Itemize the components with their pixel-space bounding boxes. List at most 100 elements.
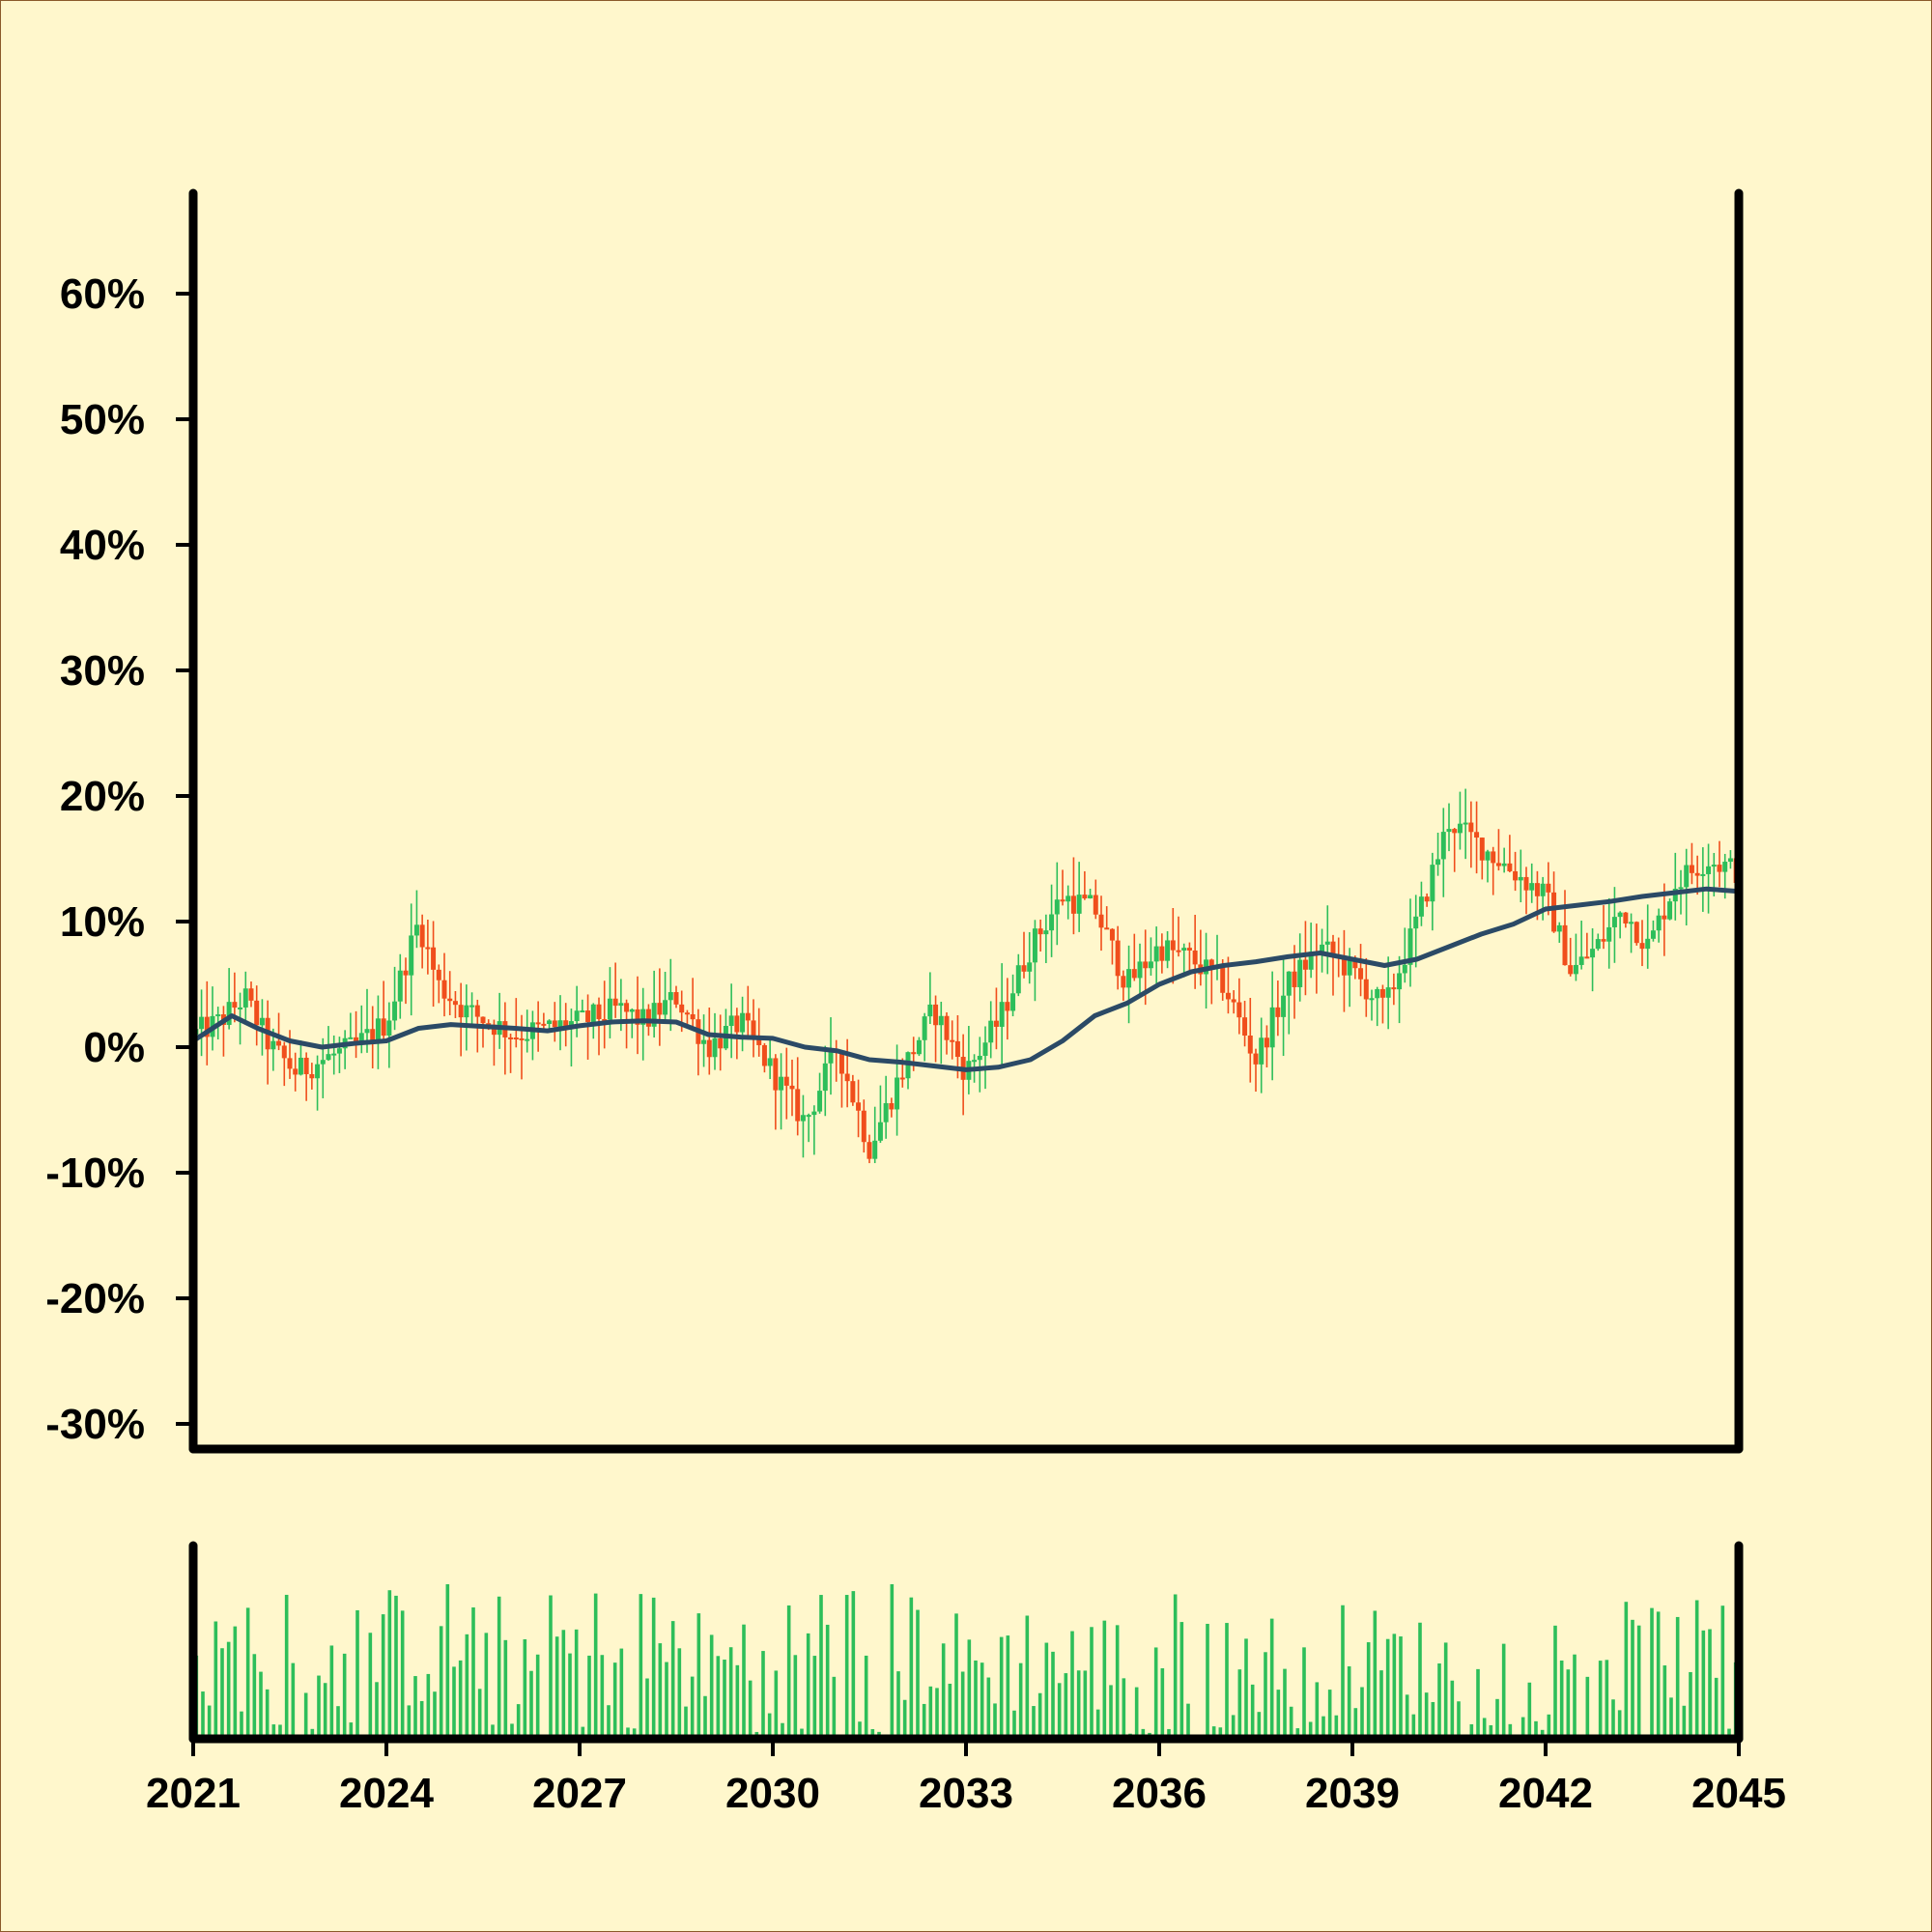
volume-bar — [323, 1683, 327, 1739]
candle-body — [1375, 988, 1380, 999]
candle-body — [673, 992, 679, 1005]
volume-bar — [703, 1695, 707, 1739]
candle-body — [607, 998, 612, 1020]
candle-body — [1534, 883, 1540, 896]
volume-bar — [1624, 1602, 1629, 1739]
volume-bar — [1701, 1630, 1706, 1739]
candle-body — [933, 1004, 939, 1026]
volume-bar — [1237, 1669, 1242, 1739]
candle-body — [767, 1058, 773, 1066]
volume-bar — [1559, 1660, 1564, 1739]
volume-bar — [1682, 1705, 1687, 1739]
volume-bar — [303, 1692, 308, 1739]
volume-bar — [941, 1643, 946, 1739]
candle-body — [580, 1010, 585, 1013]
candle-body — [431, 947, 437, 970]
candle-body — [761, 1044, 767, 1066]
volume-bar — [394, 1595, 398, 1739]
candle-body — [1391, 987, 1397, 990]
volume-bar — [1141, 1728, 1146, 1739]
candle-body — [828, 1048, 834, 1064]
volume-bar — [1095, 1709, 1100, 1739]
candle-body — [1617, 912, 1623, 918]
volume-bar — [419, 1700, 424, 1739]
y-tick-label: 20% — [60, 773, 145, 820]
volume-bar — [245, 1607, 250, 1739]
volume-bar — [619, 1648, 624, 1739]
candle-body — [811, 1111, 817, 1116]
candle-body — [1143, 961, 1149, 969]
candle-body — [645, 1009, 651, 1027]
volume-bar — [587, 1655, 591, 1739]
volume-bar — [1070, 1631, 1074, 1739]
candle-body — [668, 992, 673, 1001]
volume-bar — [1405, 1694, 1409, 1739]
x-tick-label: 2036 — [1112, 1770, 1207, 1817]
y-tick-label: 10% — [60, 898, 145, 946]
volume-bar — [1605, 1660, 1609, 1739]
volume-bar — [1708, 1629, 1712, 1739]
candle-body — [993, 1020, 999, 1027]
volume-bar — [265, 1689, 270, 1739]
candle-body — [370, 1029, 376, 1042]
volume-bar — [1032, 1706, 1036, 1739]
candle-body — [712, 1037, 718, 1058]
candle-body — [1341, 956, 1347, 976]
volume-bar — [728, 1647, 733, 1739]
candle-body — [1043, 930, 1049, 935]
candle-body — [1656, 915, 1662, 931]
candle-body — [1347, 957, 1352, 976]
volume-bar — [1012, 1710, 1016, 1739]
volume-bar — [549, 1595, 553, 1739]
volume-bar — [896, 1671, 900, 1739]
volume-bar — [1650, 1607, 1654, 1739]
candle-body — [684, 1012, 690, 1015]
candle-body — [1037, 928, 1043, 935]
candle-body — [486, 1023, 492, 1026]
candle-body — [419, 924, 425, 948]
volume-bar — [928, 1686, 933, 1739]
volume-bar — [670, 1621, 675, 1739]
volume-bar — [1347, 1665, 1351, 1739]
candle-body — [1601, 939, 1606, 942]
candle-body — [1269, 1007, 1275, 1048]
candle-body — [1259, 1037, 1264, 1065]
volume-bar — [916, 1609, 920, 1739]
volume-bar — [291, 1662, 296, 1739]
candle-body — [354, 1037, 359, 1042]
candle-body — [690, 1013, 696, 1020]
volume-bar — [999, 1636, 1004, 1739]
candle-body — [1650, 930, 1656, 939]
candle-body — [326, 1054, 331, 1061]
candle-body — [1551, 892, 1557, 932]
volume-bar — [607, 1705, 611, 1739]
candle-body — [1689, 865, 1694, 873]
volume-bar — [806, 1633, 810, 1739]
candle-body — [1054, 899, 1060, 915]
candle-body — [706, 1039, 712, 1058]
candle-body — [856, 1102, 862, 1111]
volume-bar — [1611, 1699, 1615, 1739]
candle-body — [1148, 961, 1153, 969]
candle-body — [1115, 940, 1121, 977]
x-axis-ticks: 2021 2024 2027 2030 2033 2036 2039 2042 2045 — [146, 1739, 1786, 1817]
candle-body — [1468, 822, 1474, 833]
candle-body — [1639, 943, 1645, 950]
candle-body — [1049, 914, 1055, 931]
volume-bar — [1134, 1687, 1139, 1739]
candle-body — [1292, 971, 1297, 987]
candle-body — [1225, 992, 1231, 1000]
candle-body — [1402, 964, 1407, 974]
candle-body — [1192, 950, 1198, 965]
x-tick-label: 2027 — [532, 1770, 627, 1817]
candle-body — [977, 1055, 982, 1061]
volume-bar — [1057, 1683, 1062, 1739]
volume-bar — [1167, 1728, 1171, 1739]
volume-bar — [1186, 1703, 1190, 1739]
volume-bar — [1109, 1685, 1113, 1739]
candle-body — [436, 969, 441, 980]
volume-bar — [1264, 1652, 1267, 1739]
volume-bar — [1424, 1692, 1429, 1739]
volume-bar — [426, 1673, 431, 1739]
volume-bar — [1295, 1728, 1300, 1739]
